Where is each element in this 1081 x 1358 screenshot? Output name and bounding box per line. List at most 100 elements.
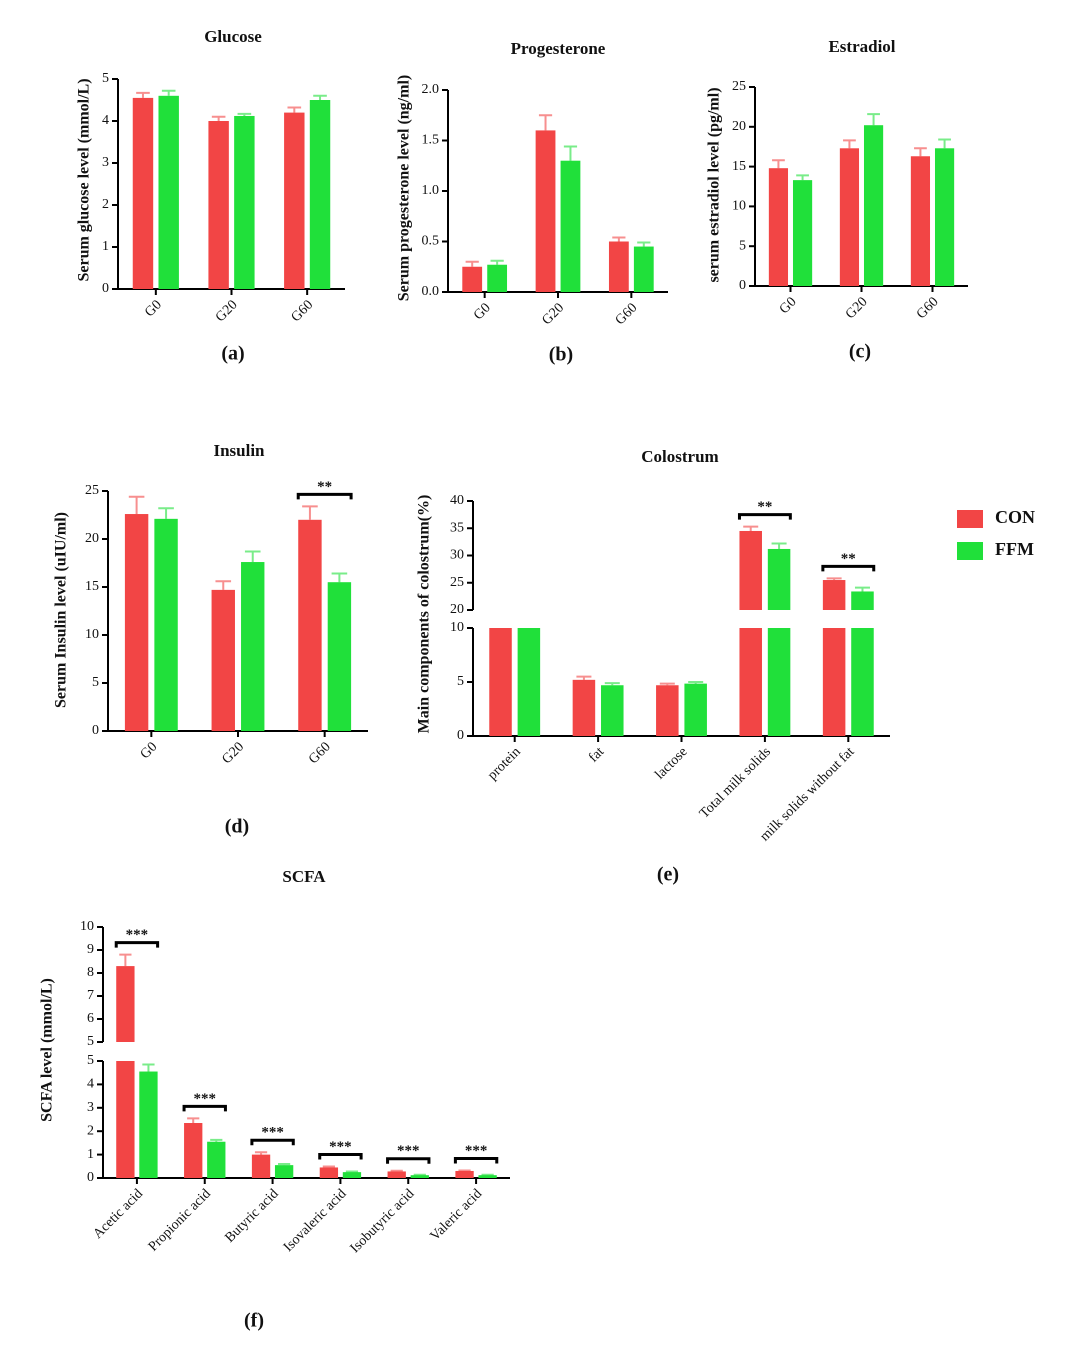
error-bar [211, 115, 226, 121]
error-bar [210, 1138, 223, 1142]
y-tick-label: 5 [102, 71, 109, 86]
significance-bracket [453, 1157, 499, 1164]
x-tick-label: protein [485, 744, 524, 783]
bar [207, 1141, 226, 1178]
significance-bracket [318, 1153, 363, 1160]
x-tick-label: Isovaleric acid [281, 1186, 350, 1255]
error-bar [771, 542, 787, 549]
significance-label: *** [261, 1125, 284, 1141]
y-tick-label: 20 [85, 531, 99, 546]
bar [116, 1061, 135, 1178]
significance-label: ** [317, 479, 332, 495]
error-bar [142, 1063, 155, 1072]
error-bar [136, 91, 150, 98]
error-bar [604, 682, 620, 686]
bar [234, 115, 255, 290]
y-tick-label: 6 [87, 1011, 94, 1026]
y-tick-label: 15 [732, 159, 746, 174]
significance-label: *** [194, 1091, 217, 1107]
y-tick-label: 5 [739, 238, 746, 253]
error-bar [254, 1151, 268, 1155]
y-tick-label: 10 [450, 620, 464, 635]
x-tick-label: G0 [138, 739, 161, 762]
significance-label: ** [757, 499, 772, 515]
legend-swatch [957, 542, 983, 560]
y-tick-label: 3 [102, 155, 109, 170]
significance-bracket [737, 513, 792, 520]
bar [739, 628, 762, 736]
bar [572, 679, 596, 736]
panel-label: (d) [225, 816, 249, 838]
error-bar [796, 174, 809, 181]
bar [822, 580, 846, 610]
y-tick-label: 20 [450, 602, 464, 617]
y-tick-label: 25 [732, 79, 746, 94]
y-tick-label: 30 [450, 548, 464, 563]
x-tick-label: G60 [613, 300, 641, 328]
bar [910, 156, 931, 286]
error-bar [390, 1169, 403, 1172]
y-tick-label: 5 [87, 1053, 94, 1068]
x-tick-label: G60 [914, 294, 942, 322]
y-tick-label: 20 [732, 119, 746, 134]
y-tick-label: 40 [450, 493, 464, 508]
legend-swatch [957, 510, 983, 528]
error-bar [302, 505, 318, 520]
error-bar [158, 507, 174, 519]
error-bar [465, 260, 479, 267]
bar [863, 125, 884, 286]
error-bar [826, 577, 842, 581]
bar [535, 130, 556, 292]
bar [462, 266, 483, 292]
chart-title: SCFA [282, 867, 326, 886]
x-tick-label: Propionic acid [146, 1186, 214, 1254]
x-tick-label: Isobutyric acid [348, 1186, 418, 1256]
bar [851, 591, 874, 610]
x-tick-label: milk solids without fat [757, 744, 857, 844]
error-bar [119, 953, 132, 967]
y-tick-label: 5 [457, 674, 464, 689]
y-tick-label: 2 [102, 197, 109, 212]
y-tick-label: 2.0 [422, 82, 440, 97]
bar [184, 1123, 203, 1178]
chart-title: Progesterone [511, 39, 606, 58]
error-bar [867, 113, 880, 126]
y-axis-label: Serum Insulin level (uIU/ml) [53, 512, 70, 708]
bar [327, 582, 352, 731]
y-axis-label: serum estradiol level (pg/ml) [706, 87, 723, 282]
bar [154, 518, 178, 731]
bar [560, 160, 581, 292]
error-bar [313, 94, 327, 100]
x-tick-label: G0 [142, 297, 165, 320]
panel-label: (e) [657, 864, 679, 886]
significance-label: *** [397, 1143, 420, 1159]
significance-label: *** [329, 1139, 352, 1155]
y-tick-label: 1.5 [422, 133, 440, 148]
y-tick-label: 25 [85, 483, 99, 498]
x-tick-label: fat [586, 744, 607, 765]
bar [478, 1175, 497, 1178]
y-tick-label: 5 [87, 1034, 94, 1049]
x-tick-label: G20 [843, 294, 871, 322]
error-bar [187, 1117, 200, 1124]
y-tick-label: 0 [87, 1170, 94, 1185]
bar [517, 628, 541, 736]
y-tick-label: 0 [102, 281, 109, 296]
bar [208, 121, 229, 289]
bar [684, 683, 707, 736]
bar [601, 685, 624, 736]
y-axis-label: Serum progesterone level (ng/ml) [396, 75, 413, 301]
x-tick-label: G60 [289, 297, 317, 325]
y-tick-label: 0 [92, 723, 99, 738]
y-tick-label: 2 [87, 1123, 94, 1138]
bar [822, 628, 846, 736]
significance-bracket [114, 941, 160, 948]
error-bar [490, 259, 504, 265]
chart-title: Estradiol [828, 37, 895, 56]
error-bar [854, 586, 870, 592]
y-tick-label: 1 [102, 239, 109, 254]
x-tick-label: Valeric acid [428, 1186, 486, 1244]
bar [767, 548, 791, 610]
y-tick-label: 15 [85, 579, 99, 594]
